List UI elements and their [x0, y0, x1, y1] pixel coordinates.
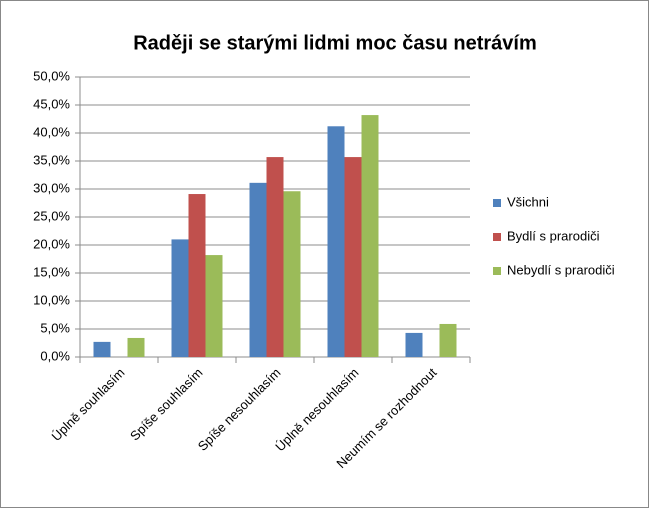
- bar: [171, 239, 189, 357]
- chart-title: Raději se starými lidmi moc času netráví…: [133, 32, 537, 54]
- legend-label: Nebydlí s prarodiči: [507, 262, 615, 277]
- y-tick-label: 45,0%: [33, 96, 70, 111]
- y-tick-label: 15,0%: [33, 264, 70, 279]
- bar: [188, 194, 206, 357]
- bar: [127, 337, 145, 357]
- y-tick-label: 5,0%: [40, 320, 70, 335]
- y-tick-label: 50,0%: [33, 68, 70, 83]
- y-tick-label: 30,0%: [33, 180, 70, 195]
- legend-swatch: [493, 199, 501, 207]
- bar: [405, 332, 423, 357]
- bar: [439, 323, 457, 357]
- bar: [283, 191, 301, 357]
- y-tick-label: 20,0%: [33, 236, 70, 251]
- y-tick-label: 40,0%: [33, 124, 70, 139]
- y-tick-label: 10,0%: [33, 292, 70, 307]
- legend-swatch: [493, 267, 501, 275]
- bar: [249, 182, 267, 357]
- bar: [93, 341, 111, 357]
- legend-swatch: [493, 233, 501, 241]
- bar: [361, 115, 379, 357]
- bar: [266, 157, 284, 357]
- bar: [205, 255, 223, 357]
- y-tick-label: 25,0%: [33, 208, 70, 223]
- bar: [344, 157, 362, 357]
- legend-label: Bydlí s prarodiči: [507, 228, 600, 243]
- y-tick-label: 35,0%: [33, 152, 70, 167]
- bar: [327, 126, 345, 357]
- y-tick-label: 0,0%: [40, 348, 70, 363]
- legend-label: Všichni: [507, 194, 549, 209]
